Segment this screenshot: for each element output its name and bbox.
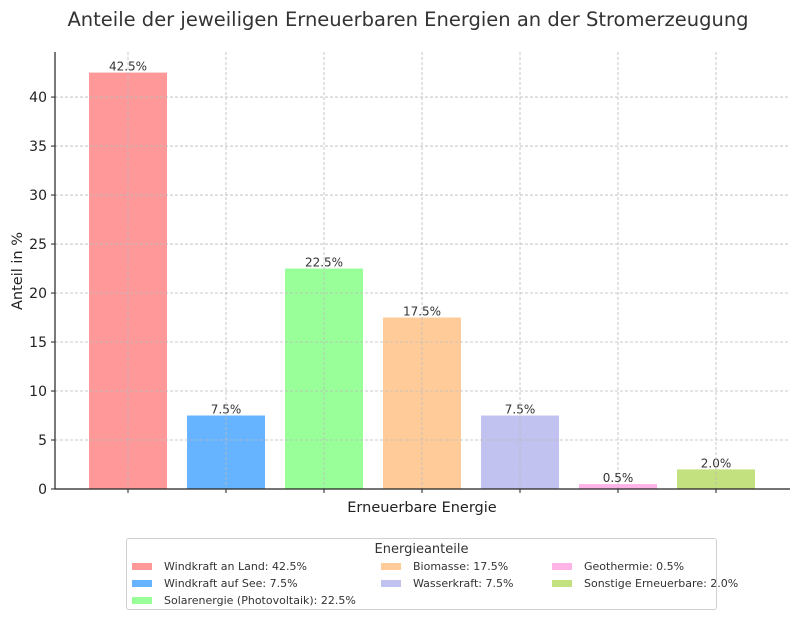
data-label: 42.5% (109, 60, 147, 74)
y-tick-label: 25 (29, 237, 47, 253)
y-tick-label: 5 (38, 433, 47, 449)
legend-label: Biomasse: 17.5% (413, 560, 509, 573)
y-tick-label: 10 (29, 384, 47, 400)
legend-swatch (132, 563, 152, 570)
y-tick-label: 30 (29, 188, 47, 204)
legend-item: Wasserkraft: 7.5% (381, 577, 513, 590)
y-tick-label: 0 (38, 482, 47, 498)
legend: Energieanteile Windkraft an Land: 42.5% W… (126, 538, 738, 610)
legend-label: Windkraft an Land: 42.5% (164, 560, 307, 573)
y-tick-label: 40 (29, 90, 47, 106)
legend-swatch (381, 563, 401, 570)
legend-label: Sonstige Erneuerbare: 2.0% (584, 577, 739, 590)
legend-label: Solarenergie (Photovoltaik): 22.5% (164, 594, 356, 607)
legend-label: Wasserkraft: 7.5% (413, 577, 514, 590)
legend-swatch (552, 563, 572, 570)
bar (89, 72, 168, 489)
y-tick-label: 35 (29, 139, 47, 155)
legend-label: Windkraft auf See: 7.5% (164, 577, 298, 590)
legend-item: Geothermie: 0.5% (552, 560, 684, 573)
legend-label: Geothermie: 0.5% (584, 560, 685, 573)
legend-swatch (132, 597, 152, 604)
legend-title: Energieanteile (374, 542, 469, 557)
legend-swatch (132, 580, 152, 587)
legend-item: Solarenergie (Photovoltaik): 22.5% (132, 594, 356, 607)
bar (579, 484, 658, 489)
legend-swatch (381, 580, 401, 587)
y-tick-label: 15 (29, 335, 47, 351)
legend-item: Windkraft an Land: 42.5% (132, 560, 307, 573)
x-axis-label: Erneuerbare Energie (347, 500, 497, 516)
y-axis-label: Anteil in % (10, 232, 26, 310)
y-tick-label: 20 (29, 286, 47, 302)
chart-title: Anteile der jeweiligen Erneuerbaren Ener… (67, 8, 748, 31)
legend-item: Windkraft auf See: 7.5% (132, 577, 298, 590)
legend-swatch (552, 580, 572, 587)
legend-item: Biomasse: 17.5% (381, 560, 508, 573)
legend-item: Sonstige Erneuerbare: 2.0% (552, 577, 738, 590)
data-label: 17.5% (403, 305, 441, 319)
